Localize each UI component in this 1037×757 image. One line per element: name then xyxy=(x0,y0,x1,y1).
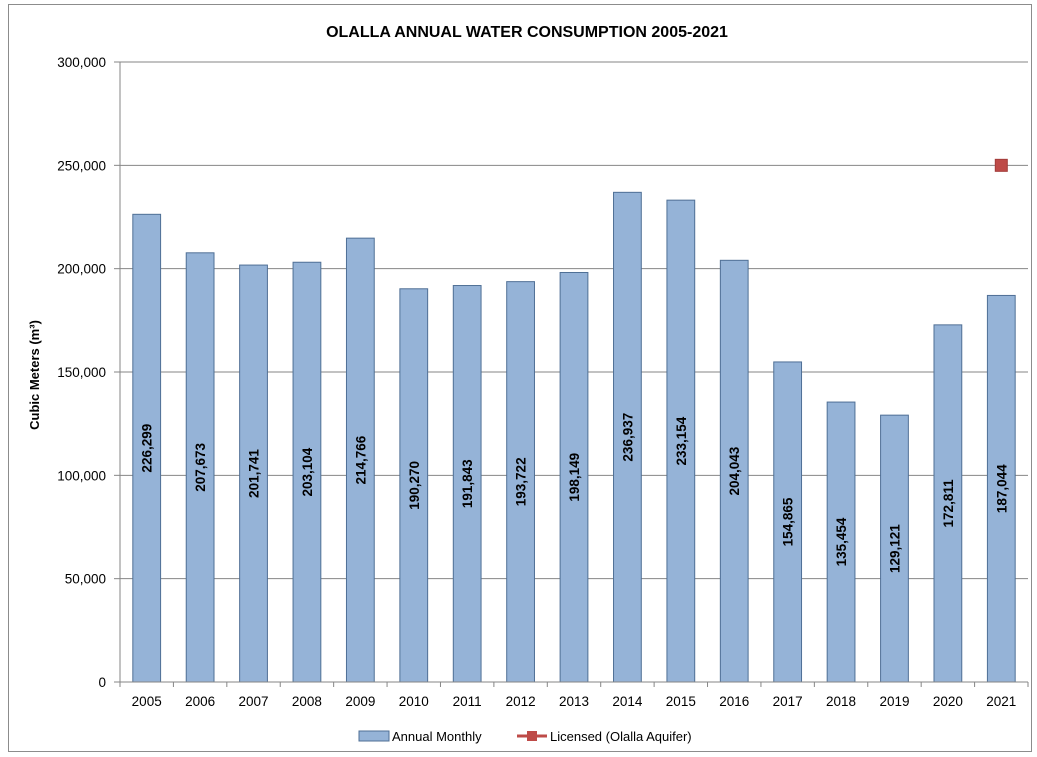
y-axis-label: Cubic Meters (m³) xyxy=(27,320,42,430)
x-tick-label: 2012 xyxy=(506,694,536,709)
bar xyxy=(345,237,375,683)
bar xyxy=(292,261,322,683)
bar-value-label: 214,766 xyxy=(353,435,368,484)
bar-value-label: 191,843 xyxy=(460,459,475,508)
y-tick-label: 100,000 xyxy=(57,468,106,483)
bar xyxy=(185,252,215,683)
x-tick-label: 2007 xyxy=(239,694,269,709)
x-tick-label: 2017 xyxy=(773,694,803,709)
y-tick-label: 200,000 xyxy=(57,262,106,277)
bar-value-label: 172,811 xyxy=(941,479,956,528)
x-tick-label: 2010 xyxy=(399,694,429,709)
bar-value-label: 154,865 xyxy=(781,497,796,546)
legend-label-licensed: Licensed (Olalla Aquifer) xyxy=(550,729,692,744)
x-tick-label: 2009 xyxy=(345,694,375,709)
bar xyxy=(399,288,429,683)
bar xyxy=(986,294,1016,683)
bar-value-label: 204,043 xyxy=(727,446,742,495)
bar xyxy=(452,285,482,683)
x-tick-label: 2019 xyxy=(879,694,909,709)
bar xyxy=(132,213,162,683)
y-tick-label: 300,000 xyxy=(57,55,106,70)
licensed-series xyxy=(994,158,1008,172)
bar xyxy=(933,324,963,683)
bar xyxy=(826,401,856,683)
legend: Annual Monthly Licensed (Olalla Aquifer) xyxy=(358,729,692,744)
licensed-marker xyxy=(994,158,1008,172)
bar-value-label: 198,149 xyxy=(567,453,582,502)
y-tick-label: 150,000 xyxy=(57,365,106,380)
bar-value-label: 233,154 xyxy=(674,416,689,465)
bar-value-label: 201,741 xyxy=(247,449,262,498)
bar xyxy=(880,414,909,683)
x-tick-label: 2013 xyxy=(559,694,589,709)
x-tick-label: 2008 xyxy=(292,694,322,709)
x-tick-label: 2011 xyxy=(453,694,482,709)
bar-value-label: 135,454 xyxy=(834,517,849,566)
x-tick-label: 2020 xyxy=(933,694,963,709)
x-tick-label: 2006 xyxy=(185,694,215,709)
bar-value-label: 226,299 xyxy=(140,424,155,473)
y-tick-label: 0 xyxy=(98,675,106,690)
bar xyxy=(559,271,589,683)
chart-title: OLALLA ANNUAL WATER CONSUMPTION 2005-202… xyxy=(326,24,728,41)
bar-value-label: 193,722 xyxy=(514,457,529,506)
bar-value-label: 187,044 xyxy=(994,464,1009,513)
x-tick-label: 2005 xyxy=(132,694,162,709)
bar-value-label: 203,104 xyxy=(300,447,315,496)
y-tick-label: 250,000 xyxy=(57,158,106,173)
bar-series: 226,299 207,673 201,741 203,104 214,766 190,2… xyxy=(132,191,1016,683)
bar xyxy=(773,361,803,683)
bar xyxy=(666,199,696,683)
x-tick-label: 2016 xyxy=(719,694,749,709)
legend-swatch-annual-monthly xyxy=(358,730,390,742)
gridlines xyxy=(120,61,1028,580)
bar-value-label: 207,673 xyxy=(193,443,208,492)
x-tick-label: 2014 xyxy=(612,694,643,709)
bar-value-label: 190,270 xyxy=(407,461,422,510)
bar xyxy=(613,191,642,683)
legend-label-annual-monthly: Annual Monthly xyxy=(392,729,482,744)
x-tick-label: 2021 xyxy=(986,694,1016,709)
bar xyxy=(239,264,268,683)
x-tick-label: 2018 xyxy=(826,694,856,709)
legend-swatch-licensed-marker xyxy=(527,731,537,741)
bar-value-label: 236,937 xyxy=(620,413,635,462)
bar xyxy=(719,259,749,683)
x-tick-label: 2015 xyxy=(666,694,696,709)
y-tick-label: 50,000 xyxy=(65,572,106,587)
bar-value-label: 129,121 xyxy=(887,524,902,573)
axes: 0 50,000 100,000 150,000 200,000 250,000 300,0… xyxy=(57,55,1029,709)
